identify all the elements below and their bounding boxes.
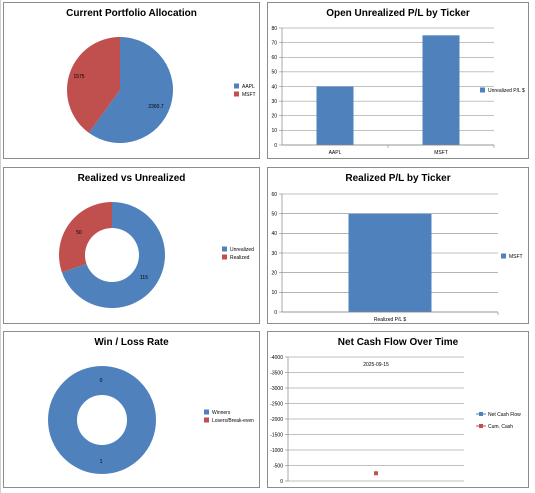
- y-tick-label: 50: [271, 211, 277, 217]
- legend-entry: Cum. Cash: [488, 424, 513, 430]
- legend-entry: Realized: [230, 255, 250, 261]
- legend-entry: MSFT: [242, 92, 256, 98]
- realized-vs-unrealized-plot: 115 50 Unrealized Realized: [58, 202, 254, 308]
- y-tick-label: 0: [274, 310, 277, 316]
- legend-swatch: [222, 246, 227, 252]
- portfolio-allocation-chart: Current Portfolio Allocation 2360.7 1575 A…: [3, 2, 260, 159]
- sheet-edge: [0, 0, 1, 493]
- y-tick-label: -3000: [270, 386, 283, 392]
- y-tick-label: 30: [271, 99, 277, 105]
- legend-swatch: [480, 87, 485, 93]
- chart-title: Win / Loss Rate: [94, 337, 169, 348]
- y-tick-label: -3500: [270, 370, 283, 376]
- y-tick-label: 10: [271, 128, 277, 134]
- legend-marker: [479, 424, 483, 428]
- pie-slice-unrealized: [61, 202, 165, 308]
- legend-swatch: [234, 91, 239, 97]
- realized-pl-plot: 0 10 20 30 40 50 60 Realized P/L $ MSFT: [271, 192, 523, 323]
- legend-entry: AAPL: [242, 84, 255, 90]
- legend-entry: Net Cash Flow: [488, 412, 521, 418]
- x-tick-label: AAPL: [329, 150, 342, 156]
- point-cum-cash: [374, 471, 378, 476]
- y-tick-label: 50: [271, 70, 277, 76]
- open-unrealized-pl-plot: 0 10 20 30 40 50 60 70 80 AAPL MSFT Unrealized P/L …: [271, 26, 525, 156]
- y-tick-label: -2500: [270, 401, 283, 407]
- y-tick-label: 60: [271, 55, 277, 61]
- data-label: 2360.7: [148, 104, 164, 110]
- legend-entry: Winners: [212, 410, 231, 416]
- y-tick-label: -1500: [270, 432, 283, 438]
- win-loss-plot: 1 0 Winners Losers/Break-even: [48, 366, 254, 474]
- x-tick-label: 2025-09-15: [363, 362, 389, 368]
- cash-flow-chart: Net Cash Flow Over Time 0 -500 -1000 -1500 -…: [267, 331, 529, 488]
- y-tick-label: 70: [271, 40, 277, 46]
- legend-entry: Losers/Break-even: [212, 418, 254, 424]
- chart-title: Realized P/L by Ticker: [345, 173, 451, 184]
- y-tick-label: 0: [280, 479, 283, 485]
- legend-swatch: [204, 409, 209, 415]
- data-label: 115: [140, 275, 148, 281]
- win-loss-chart: Win / Loss Rate 1 0 Winners Losers/Break-ev…: [3, 331, 260, 488]
- y-tick-label: 20: [271, 270, 277, 276]
- legend-entry: Unrealized P/L $: [488, 88, 525, 94]
- pie-slice-msft: [66, 37, 120, 133]
- bar-realized-p-l-: [348, 213, 432, 312]
- y-tick-label: -500: [273, 463, 283, 469]
- realized-pl-chart: Realized P/L by Ticker 0 10 20 30 40 50 60 Real…: [267, 167, 529, 324]
- pie-slice-realized: [58, 202, 112, 273]
- legend-swatch: [222, 254, 227, 260]
- legend-swatch: [204, 417, 209, 423]
- legend-entry: MSFT: [509, 254, 523, 260]
- y-tick-label: 10: [271, 290, 277, 296]
- legend-swatch: [501, 253, 506, 259]
- cash-flow-plot: 0 -500 -1000 -1500 -2000 -2500 -3000 -3500 -4000…: [270, 355, 521, 485]
- portfolio-allocation-plot: 2360.7 1575 AAPL MSFT: [66, 37, 256, 143]
- chart-title: Current Portfolio Allocation: [66, 8, 197, 19]
- data-label: 1: [100, 459, 103, 465]
- y-tick-label: 0: [274, 143, 277, 149]
- x-tick-label: MSFT: [434, 150, 448, 156]
- pie-slice-winners: [48, 366, 156, 474]
- y-tick-label: -2000: [270, 417, 283, 423]
- open-unrealized-pl-chart: Open Unrealized P/L by Ticker 0 10 20 30 40 5…: [267, 2, 529, 159]
- y-tick-label: 20: [271, 114, 277, 120]
- y-tick-label: 40: [271, 84, 277, 90]
- pie-slice-aapl: [88, 37, 173, 143]
- chart-title: Realized vs Unrealized: [77, 173, 186, 184]
- y-tick-label: 80: [271, 26, 277, 32]
- chart-title: Open Unrealized P/L by Ticker: [326, 8, 470, 19]
- x-tick-label: Realized P/L $: [374, 317, 407, 323]
- realized-vs-unrealized-chart: Realized vs Unrealized 115 50 Unrealized Re…: [3, 167, 260, 324]
- bar-aapl: [316, 86, 354, 145]
- data-label: 50: [76, 230, 82, 236]
- chart-title: Net Cash Flow Over Time: [337, 337, 459, 348]
- legend-swatch: [234, 83, 239, 89]
- y-tick-label: -1000: [270, 448, 283, 454]
- bar-msft: [422, 35, 460, 145]
- data-label: 1575: [73, 74, 84, 80]
- legend-entry: Unrealized: [230, 247, 254, 253]
- y-tick-label: 60: [271, 192, 277, 198]
- legend-marker: [479, 412, 483, 416]
- y-tick-label: 40: [271, 231, 277, 237]
- y-tick-label: -4000: [270, 355, 283, 361]
- y-tick-label: 30: [271, 251, 277, 257]
- data-label: 0: [100, 378, 103, 384]
